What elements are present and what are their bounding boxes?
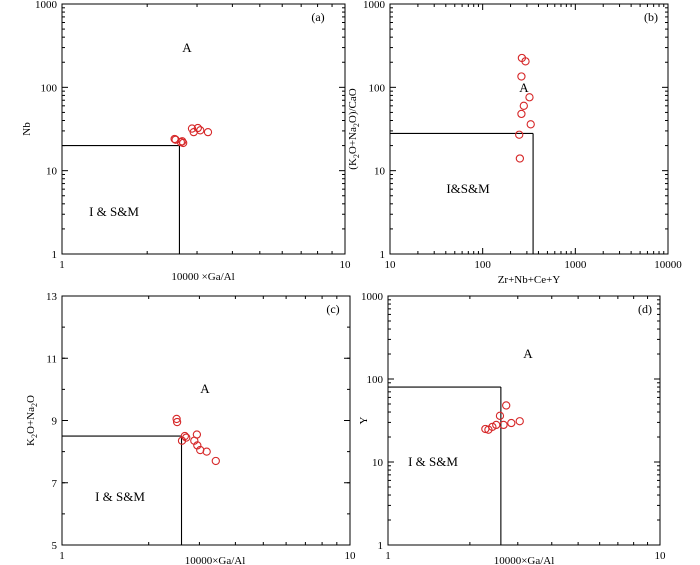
x-tick-label: 10	[655, 550, 667, 562]
data-point	[515, 130, 524, 139]
y-tick-label: 5	[52, 540, 58, 552]
panel-tag: (a)	[311, 10, 324, 24]
panel-tag: (c)	[326, 302, 339, 316]
data-point	[515, 417, 524, 426]
panel-c: 1 10 5 7 9 11 13 10000×Ga/Al K2O+Na2O (c) A I & S&M	[25, 291, 356, 565]
data-point	[502, 401, 511, 410]
data-point	[193, 123, 202, 133]
region-label: I&S&M	[446, 181, 490, 196]
y-tick-label: 1000	[363, 0, 386, 11]
y-tick-label: 1	[378, 540, 384, 552]
data-point	[193, 441, 202, 450]
data-point	[495, 411, 505, 420]
panel-d: 1 10 1 10 100 1000 10000×Ga/Al Y (d) A I & S&M	[358, 291, 666, 565]
plot-frame	[61, 3, 346, 255]
panel-tag: (b)	[644, 10, 658, 24]
x-tick-label: 10	[385, 259, 397, 271]
y-tick-label: 100	[369, 82, 386, 94]
data-point	[196, 126, 205, 135]
y-axis-label: Nb	[21, 122, 33, 136]
panel-b: 10 100 1000 100001101001000Zr+Nb+Ce+Y(K2O+N…	[347, 0, 682, 286]
x-axis-label: 10000×Ga/Al	[494, 555, 555, 565]
y-tick-label: 11	[46, 353, 57, 365]
data-point	[526, 120, 535, 129]
data-point	[519, 101, 528, 110]
y-tick-label: 100	[367, 374, 384, 386]
x-tick-label: 100	[474, 259, 491, 271]
data-point	[521, 57, 530, 66]
x-tick-label: 1	[385, 550, 391, 562]
y-tick-label: 1000	[35, 0, 58, 11]
data-point	[507, 418, 516, 428]
data-point	[488, 422, 497, 432]
region-label: I & S&M	[95, 489, 145, 504]
data-point	[517, 109, 526, 119]
x-axis-label: Zr+Nb+Ce+Y	[498, 274, 561, 286]
region-label: A	[523, 346, 533, 361]
plot-frame	[387, 295, 661, 546]
x-axis-label: 10000×Ga/Al	[185, 555, 246, 565]
data-point	[177, 436, 187, 445]
y-tick-label: 13	[46, 291, 58, 303]
data-point	[172, 414, 181, 424]
y-tick-label: 1	[52, 249, 58, 261]
data-point	[179, 138, 188, 148]
y-tick-label: 10	[374, 166, 386, 178]
region-label: I & S&M	[89, 204, 139, 219]
x-tick-label: 1000	[564, 259, 587, 271]
data-point	[203, 127, 213, 137]
x-tick-label: 1	[59, 259, 65, 271]
y-tick-label: 9	[52, 416, 58, 428]
panel-tag: (d)	[638, 302, 652, 316]
y-tick-label: 100	[41, 82, 58, 94]
data-point	[517, 72, 526, 81]
data-point	[172, 417, 182, 427]
y-tick-label: 1	[380, 249, 386, 261]
y-tick-label: 10	[372, 457, 384, 469]
x-tick-label: 1	[59, 550, 65, 562]
y-tick-label: 10	[46, 166, 58, 178]
region-label: A	[519, 80, 529, 95]
x-tick-label: 10	[340, 259, 352, 271]
data-point	[525, 93, 534, 102]
plot-frame	[389, 3, 669, 255]
data-point	[515, 154, 525, 163]
panel-a: 1 10 1 10 100 1000 10000 ×Ga/Al Nb (a) A I & S&M	[21, 0, 351, 283]
region-label: A	[200, 381, 210, 396]
y-tick-label: 1000	[361, 291, 384, 303]
data-point	[180, 431, 189, 441]
y-tick-label: 7	[52, 478, 58, 490]
data-point	[178, 137, 187, 146]
region-label: I & S&M	[408, 454, 458, 469]
y-axis-label: Y	[358, 416, 370, 424]
data-point	[211, 456, 220, 466]
data-point	[202, 447, 211, 456]
y-axis-label: K2O+Na2O	[25, 395, 39, 446]
y-axis-label: (K2O+Na2O)/CaO	[347, 88, 361, 169]
data-point	[499, 420, 508, 430]
data-point	[192, 430, 202, 439]
plot-frame	[61, 295, 351, 546]
x-tick-label: 10000	[654, 259, 682, 271]
x-tick-label: 10	[345, 550, 357, 562]
x-axis-label: 10000 ×Ga/Al	[171, 271, 234, 283]
region-label: A	[182, 40, 192, 55]
